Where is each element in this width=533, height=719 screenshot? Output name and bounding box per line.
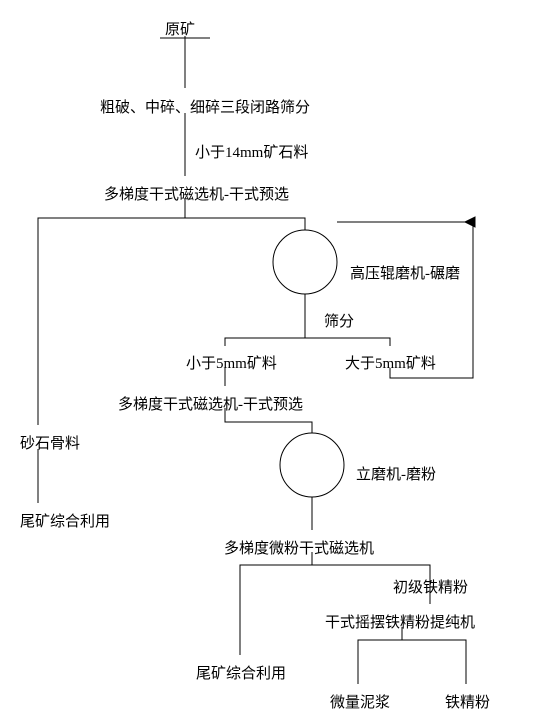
flowchart-node-n8: 大于5mm矿料 xyxy=(345,352,436,373)
process-circle-0 xyxy=(273,230,337,294)
flowchart-node-n14: 初级铁精粉 xyxy=(393,576,468,597)
flowchart-node-n15: 干式摇摆铁精粉提纯机 xyxy=(325,611,475,632)
flowchart-node-n5: 高压辊磨机-碾磨 xyxy=(350,262,460,283)
flowchart-node-n2: 粗破、中碎、细碎三段闭路筛分 xyxy=(100,96,310,117)
edge-14 xyxy=(358,627,402,684)
flowchart-node-n9: 多梯度干式磁选机-干式预选 xyxy=(118,393,303,414)
process-circle-1 xyxy=(280,433,344,497)
flowchart-node-n10: 砂石骨料 xyxy=(20,432,80,453)
flowchart-node-n16: 尾矿综合利用 xyxy=(196,662,286,683)
flowchart-node-n7: 小于5mm矿料 xyxy=(186,352,277,373)
flowchart-node-n1: 原矿 xyxy=(165,18,195,39)
edge-15 xyxy=(402,627,466,684)
flowchart-node-n18: 铁精粉 xyxy=(445,691,490,712)
arrow-0 xyxy=(465,217,475,227)
edge-5 xyxy=(225,294,305,346)
flowchart-node-n4: 多梯度干式磁选机-干式预选 xyxy=(104,183,289,204)
flowchart-node-n13: 多梯度微粉干式磁选机 xyxy=(224,537,374,558)
flowchart-node-n3: 小于14mm矿石料 xyxy=(195,141,308,162)
edge-4 xyxy=(185,200,305,230)
edge-3 xyxy=(38,200,185,425)
flowchart-node-n17: 微量泥浆 xyxy=(330,691,390,712)
flowchart-node-n11: 立磨机-磨粉 xyxy=(356,463,436,484)
flowchart-node-n12: 尾矿综合利用 xyxy=(20,510,110,531)
flowchart-node-n6: 筛分 xyxy=(324,310,354,331)
edge-12 xyxy=(240,552,312,655)
